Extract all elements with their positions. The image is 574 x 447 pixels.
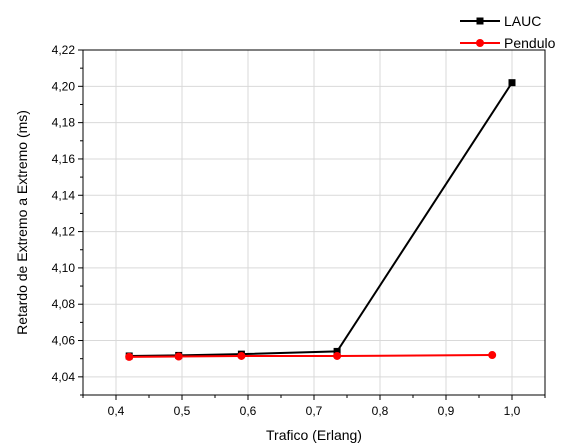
y-tick-label: 4,12	[52, 225, 76, 239]
y-tick-label: 4,14	[52, 188, 76, 202]
y-axis-title: Retardo de Extremo a Extremo (ms)	[14, 110, 30, 335]
legend-label: LAUC	[504, 13, 541, 29]
y-tick-label: 4,06	[52, 334, 76, 348]
x-axis-title: Trafico (Erlang)	[266, 427, 362, 443]
y-tick-label: 4,20	[52, 79, 76, 93]
legend-marker	[476, 39, 484, 47]
y-tick-label: 4,08	[52, 297, 76, 311]
legend-item-lauc: LAUC	[460, 13, 541, 29]
legend-label: Pendulo	[504, 35, 556, 51]
y-tick-label: 4,16	[52, 152, 76, 166]
x-tick-label: 0,4	[108, 404, 125, 418]
data-point-pendulo	[174, 352, 183, 361]
y-tick-label: 4,10	[52, 261, 76, 275]
series-pendulo	[125, 351, 497, 361]
x-tick-label: 0,6	[240, 404, 257, 418]
x-tick-label: 0,7	[306, 404, 323, 418]
ticks: 0,4 0,5 0,6 0,7 0,8 0,9 1,0 4,04 4,06 4,08 4,10 4,1…	[52, 43, 546, 418]
data-point-pendulo	[333, 351, 342, 360]
y-tick-label: 4,04	[52, 370, 76, 384]
legend-marker	[476, 17, 484, 25]
y-tick-label: 4,22	[52, 43, 76, 57]
data-point-lauc	[333, 347, 341, 355]
x-tick-label: 0,5	[174, 404, 191, 418]
y-tick-label: 4,18	[52, 116, 76, 130]
legend: LAUC Pendulo	[460, 13, 556, 51]
data-point-pendulo	[488, 351, 497, 360]
data-point-pendulo	[125, 352, 134, 361]
data-point-pendulo	[237, 351, 246, 360]
x-tick-label: 0,8	[372, 404, 389, 418]
x-tick-label: 0,9	[438, 404, 455, 418]
data-point-lauc	[508, 79, 516, 87]
legend-item-pendulo: Pendulo	[460, 35, 556, 51]
series-layer	[125, 79, 516, 361]
x-tick-label: 1,0	[504, 404, 521, 418]
